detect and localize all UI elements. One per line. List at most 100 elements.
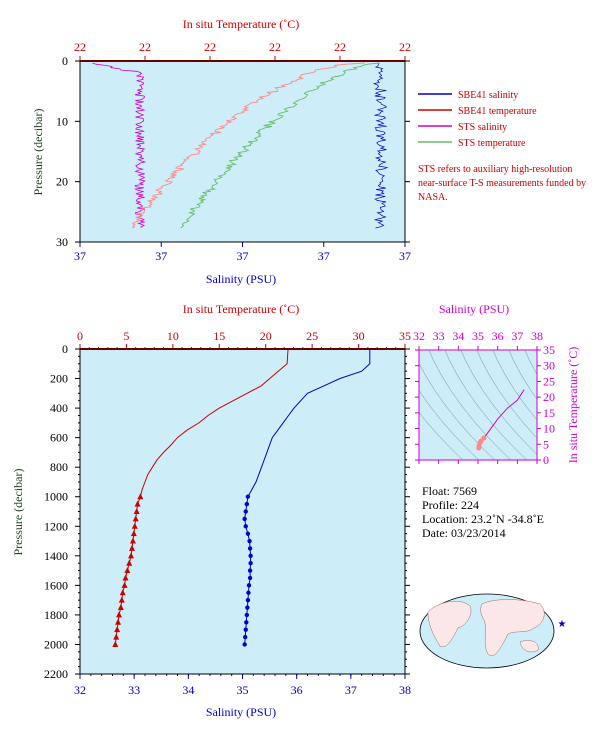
main-temp-tick-label: 10 [167, 329, 179, 343]
temperature-point [133, 508, 140, 514]
ts-panel-density-contours [419, 350, 537, 460]
ts-temp-tick-label: 5 [543, 437, 549, 451]
legend-label: SBE41 temperature [458, 106, 537, 117]
salinity-point [245, 597, 251, 603]
main-sal-tick-label: 34 [182, 683, 194, 697]
main-temp-tick-label: 30 [353, 329, 365, 343]
main-sal-tick-label: 36 [291, 683, 303, 697]
temperature-point [131, 522, 138, 529]
main-pressure-tick-label: 1400 [44, 549, 68, 563]
density-contour [460, 350, 537, 455]
salinity-point [247, 575, 253, 581]
top-panel-pressure-ticks: 0 10 20 30 [56, 54, 410, 249]
ts-panel: Salinity (PSU) 32 33 34 35 36 37 38 0 510 15 20 25… [413, 302, 580, 467]
top-pressure-tick-label: 10 [56, 114, 68, 128]
legend-label: SBE41 salinity [458, 90, 518, 101]
main-pressure-tick-label: 200 [50, 372, 68, 386]
top-pressure-tick-label: 30 [56, 235, 68, 249]
date: Date: 03/23/2014 [422, 526, 506, 540]
map-landmass-australia [519, 640, 539, 653]
density-contour [419, 412, 464, 460]
sbe41-salinity-line [372, 62, 389, 229]
temperature-point [115, 618, 122, 625]
temperature-point [121, 581, 128, 588]
top-temp-tick-label: 22 [139, 40, 151, 54]
density-contour [419, 390, 480, 460]
salinity-point [245, 531, 251, 536]
temperature-point [112, 640, 119, 647]
top-sal-tick-label: 37 [318, 249, 330, 263]
top-panel-salinity-ticks: 37 37 37 37 37 [74, 242, 411, 263]
salinity-point [247, 538, 252, 544]
salinity-point [246, 590, 251, 595]
ts-temp-tick-label: 20 [543, 390, 555, 404]
salinity-point [247, 568, 253, 573]
salinity-point [244, 612, 250, 618]
main-panel-temperature-ticks: 0 5 10 15 20 25 30 35 [77, 329, 411, 350]
density-contour [492, 350, 537, 421]
sts-salinity-line [92, 62, 147, 229]
temperature-point [118, 596, 125, 603]
ts-sal-tick-label: 33 [433, 329, 445, 343]
top-panel-pressure-axis-title: Pressure (decibar) [31, 109, 45, 196]
main-sal-tick-label: 35 [237, 683, 249, 697]
main-pressure-tick-label: 800 [50, 460, 68, 474]
main-panel: In situ Temperature (˚C) 0 5 10 15 20 25 30 35 … [11, 302, 411, 719]
main-pressure-tick-label: 2000 [44, 637, 68, 651]
legend: SBE41 salinity SBE41 temperature STS salin… [418, 90, 537, 149]
ts-panel-salinity-ticks: 32 33 34 35 36 37 38 [413, 329, 543, 464]
salinity-point [243, 627, 248, 632]
ts-sal-tick-label: 32 [413, 329, 425, 343]
salinity-point [248, 553, 253, 559]
ts-temp-tick-label: 25 [543, 374, 555, 388]
ts-temp-tick-label: 15 [543, 406, 555, 420]
sts-temperature-line [180, 62, 380, 229]
main-temp-tick-label: 25 [306, 329, 318, 343]
ts-point [481, 435, 487, 441]
legend-label: STS salinity [458, 122, 507, 133]
legend-label: STS temperature [458, 138, 526, 149]
temperature-point [119, 589, 126, 596]
top-temp-tick-label: 22 [334, 40, 346, 54]
temperature-point [129, 537, 136, 544]
salinity-point [243, 524, 248, 529]
density-contour [508, 350, 537, 400]
main-temp-tick-label: 35 [399, 329, 411, 343]
top-panel-series [92, 62, 389, 229]
temperature-point [137, 493, 144, 500]
top-panel-frame [79, 60, 406, 243]
top-sal-tick-label: 37 [399, 249, 411, 263]
salinity-point [244, 501, 250, 507]
main-temp-tick-label: 20 [260, 329, 272, 343]
ts-sal-tick-label: 36 [492, 329, 504, 343]
salinity-point [243, 634, 248, 640]
main-pressure-tick-label: 1000 [44, 490, 68, 504]
temperature-point [124, 567, 131, 574]
salinity-point [247, 546, 253, 551]
temperature-point [126, 559, 133, 566]
temperature-point [128, 552, 135, 559]
temperature-point [129, 544, 135, 551]
main-panel-series [112, 349, 371, 647]
top-panel-salinity-axis-title: Salinity (PSU) [206, 272, 276, 286]
main-panel-salinity-axis-title: Salinity (PSU) [206, 705, 276, 719]
main-pressure-tick-label: 2200 [44, 667, 68, 681]
float-location-marker: ★ [558, 619, 567, 630]
top-temp-tick-label: 22 [74, 40, 86, 54]
salinity-point [242, 642, 247, 647]
temperature-point [134, 500, 141, 507]
density-contour [476, 350, 537, 439]
top-panel: In situ Temperature (˚C) 22 22 22 22 22 22 37… [31, 17, 537, 286]
float-info: Float: 7569 Profile: 224 Location: 23.2˚… [422, 484, 544, 540]
main-panel-pressure-axis-title: Pressure (decibar) [11, 469, 25, 556]
salinity-point [244, 620, 249, 625]
ts-panel-salinity-axis-title: Salinity (PSU) [439, 302, 509, 316]
density-contour [524, 350, 537, 375]
sts-note: STS refers to auxiliary high-resolution … [418, 164, 587, 203]
temperature-point [113, 633, 120, 640]
profile-number: Profile: 224 [422, 498, 479, 512]
temperature-point [132, 515, 139, 522]
main-pressure-tick-label: 0 [62, 342, 68, 356]
